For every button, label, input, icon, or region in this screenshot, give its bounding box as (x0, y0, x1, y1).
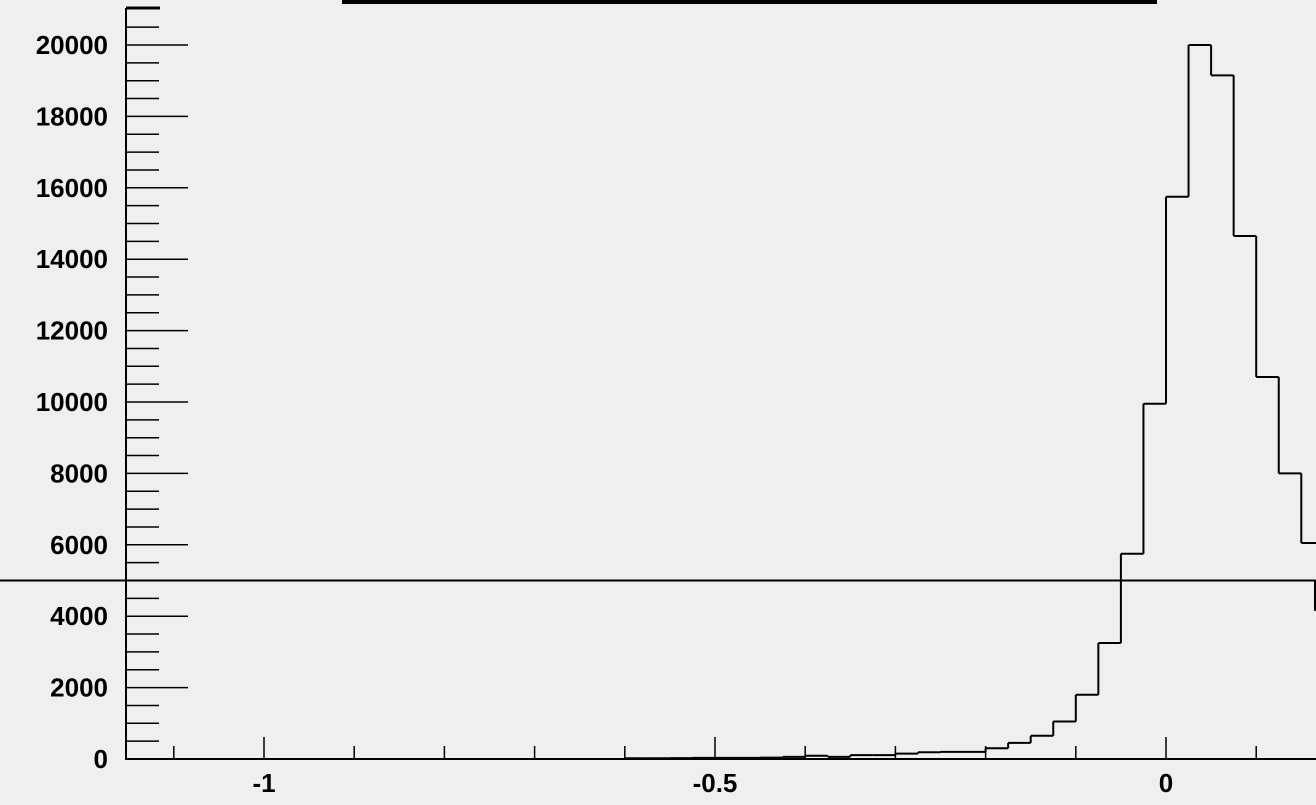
y-tick-label: 4000 (50, 601, 108, 631)
y-tick-label: 10000 (36, 387, 108, 417)
x-tick-label: -0.5 (693, 768, 738, 798)
y-tick-label: 2000 (50, 673, 108, 703)
y-tick-label: 16000 (36, 173, 108, 203)
y-tick-label: 20000 (36, 30, 108, 60)
x-tick-label: -1 (252, 768, 275, 798)
x-tick-label: 0 (1159, 768, 1173, 798)
y-tick-label: 0 (94, 744, 108, 774)
title-box-edge (342, 0, 1157, 4)
y-tick-label: 14000 (36, 244, 108, 274)
y-tick-label: 6000 (50, 530, 108, 560)
y-tick-label: 18000 (36, 101, 108, 131)
y-tick-label: 8000 (50, 458, 108, 488)
y-tick-label: 12000 (36, 316, 108, 346)
